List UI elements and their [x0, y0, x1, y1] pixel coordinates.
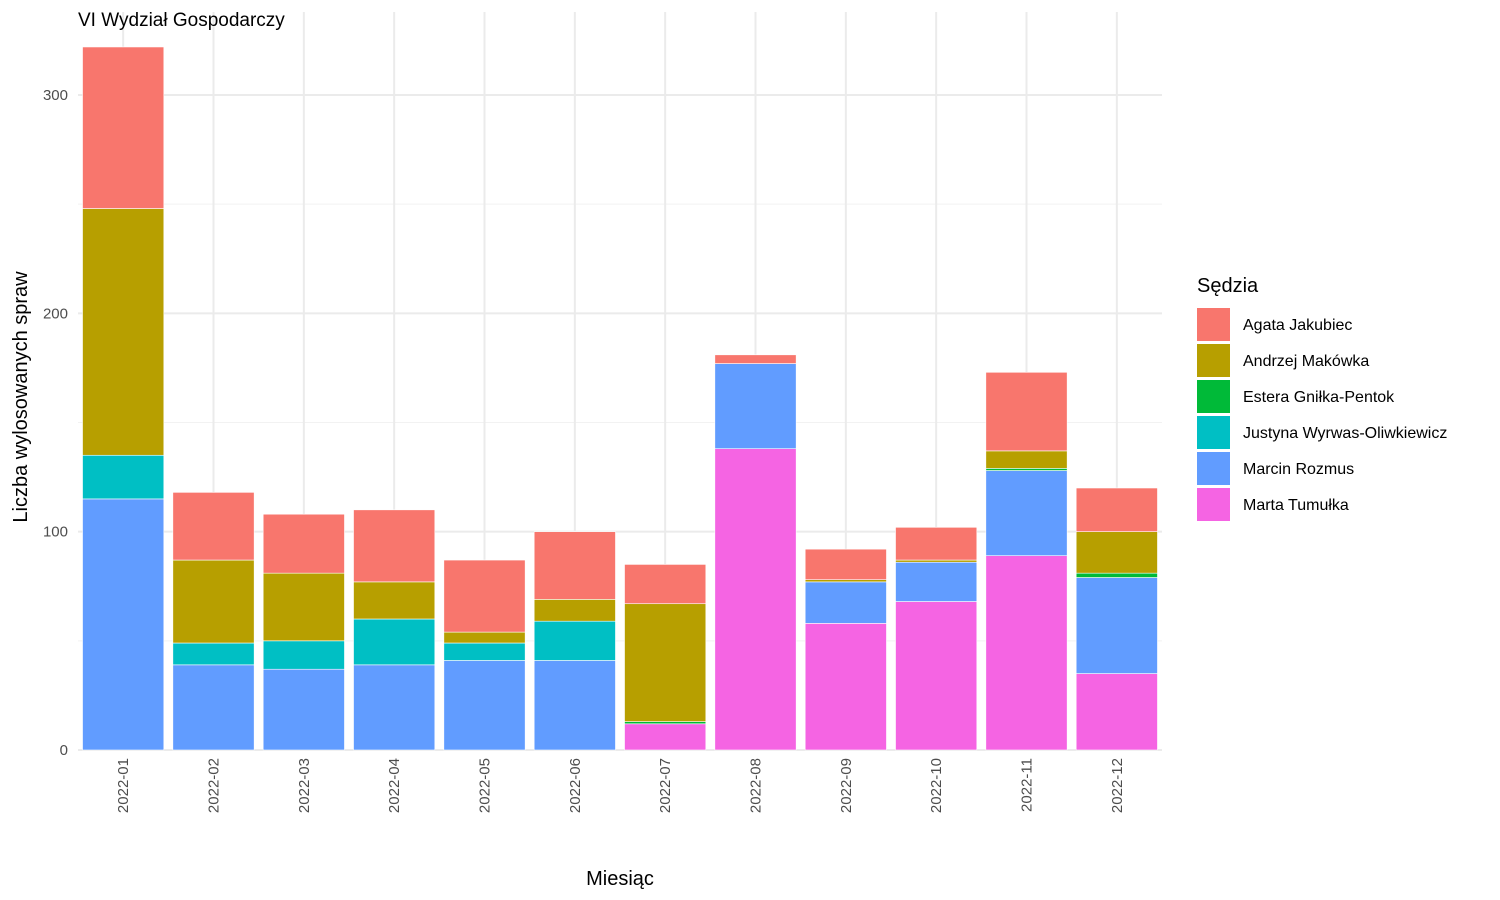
bar-segment — [804, 579, 887, 583]
bar-segment — [624, 721, 707, 725]
x-tick-label: 2022-01 — [115, 758, 132, 813]
legend-swatch — [1197, 344, 1230, 377]
bar-segment — [82, 498, 165, 751]
bar-segment — [443, 642, 526, 661]
bar-segment — [172, 664, 255, 751]
y-tick-label: 100 — [43, 524, 68, 541]
bar-segment — [624, 564, 707, 605]
x-tick-label: 2022-07 — [657, 758, 674, 813]
bar-segment — [82, 454, 165, 500]
bar-segment — [895, 559, 978, 563]
bar-segment — [353, 581, 436, 620]
legend-swatch — [1197, 380, 1230, 413]
bar-segment — [82, 46, 165, 209]
bar-segment — [533, 660, 616, 751]
x-axis-ticks: 2022-01 2022-02 2022-03 2022-04 2022-05 2022-… — [115, 758, 1126, 813]
legend-swatch — [1197, 308, 1230, 341]
bar-segment — [443, 660, 526, 751]
bar-segment — [985, 371, 1068, 452]
legend-swatch — [1197, 416, 1230, 449]
bar-segment — [1075, 487, 1158, 532]
x-tick-label: 2022-09 — [838, 758, 855, 813]
legend-label: Agata Jakubiec — [1243, 317, 1352, 334]
bar-segment — [172, 642, 255, 666]
y-axis-ticks: 0 100 200 300 — [43, 87, 68, 759]
legend-title: Sędzia — [1197, 275, 1259, 297]
x-tick-label: 2022-11 — [1019, 758, 1036, 812]
bar-segment — [262, 640, 345, 670]
bar-segment — [262, 572, 345, 642]
bar-segment — [985, 468, 1068, 471]
x-tick-label: 2022-12 — [1109, 758, 1126, 813]
bar-segment — [985, 470, 1068, 556]
y-tick-label: 300 — [43, 87, 68, 104]
chart-title: VI Wydział Gospodarczy — [78, 10, 285, 31]
bar-segment — [353, 509, 436, 583]
bar-segment — [172, 559, 255, 644]
bar-segment — [804, 548, 887, 581]
legend-swatch — [1197, 452, 1230, 485]
legend-label: Justyna Wyrwas-Oliwkiewicz — [1243, 425, 1447, 442]
legend-label: Estera Gniłka-Pentok — [1243, 389, 1395, 406]
x-tick-label: 2022-10 — [928, 758, 945, 813]
bar-segment — [533, 599, 616, 622]
bar-segment — [895, 526, 978, 561]
x-tick-label: 2022-06 — [567, 758, 584, 813]
bar-segment — [624, 723, 707, 751]
x-tick-label: 2022-05 — [477, 758, 494, 813]
bar-segment — [82, 208, 165, 456]
bar-segment — [353, 664, 436, 751]
y-tick-label: 0 — [60, 742, 68, 759]
bar-segment — [262, 668, 345, 751]
bars — [82, 46, 1158, 751]
bar-segment — [714, 448, 797, 751]
bar-segment — [1075, 572, 1158, 578]
y-tick-label: 200 — [43, 305, 68, 322]
bar-segment — [262, 513, 345, 574]
x-tick-label: 2022-03 — [296, 758, 313, 813]
bar-segment — [895, 561, 978, 602]
bar-segment — [443, 631, 526, 644]
bar-segment — [1075, 531, 1158, 574]
bar-segment — [985, 555, 1068, 751]
bar-segment — [172, 492, 255, 561]
bar-segment — [533, 531, 616, 600]
legend-label: Marcin Rozmus — [1243, 461, 1354, 478]
legend-swatch — [1197, 488, 1230, 521]
bar-segment — [353, 618, 436, 666]
bar-segment — [804, 623, 887, 751]
bar-segment — [714, 354, 797, 364]
legend-label: Andrzej Makówka — [1243, 353, 1369, 370]
legend-label: Marta Tumułka — [1243, 497, 1349, 514]
x-tick-label: 2022-02 — [206, 758, 223, 813]
legend: Sędzia Agata Jakubiec Andrzej Makówka Este… — [1197, 275, 1447, 521]
bar-segment — [1075, 673, 1158, 751]
bar-segment — [714, 363, 797, 449]
bar-segment — [804, 581, 887, 624]
bar-segment — [624, 603, 707, 722]
y-axis-title: Liczba wylosowanych spraw — [10, 271, 32, 523]
x-axis-title: Miesiąc — [586, 868, 654, 890]
bar-segment — [443, 559, 526, 633]
bar-segment — [533, 620, 616, 661]
bar-segment — [985, 450, 1068, 469]
x-tick-label: 2022-04 — [386, 758, 403, 813]
x-tick-label: 2022-08 — [748, 758, 765, 813]
bar-segment — [1075, 577, 1158, 674]
bar-segment — [895, 601, 978, 751]
